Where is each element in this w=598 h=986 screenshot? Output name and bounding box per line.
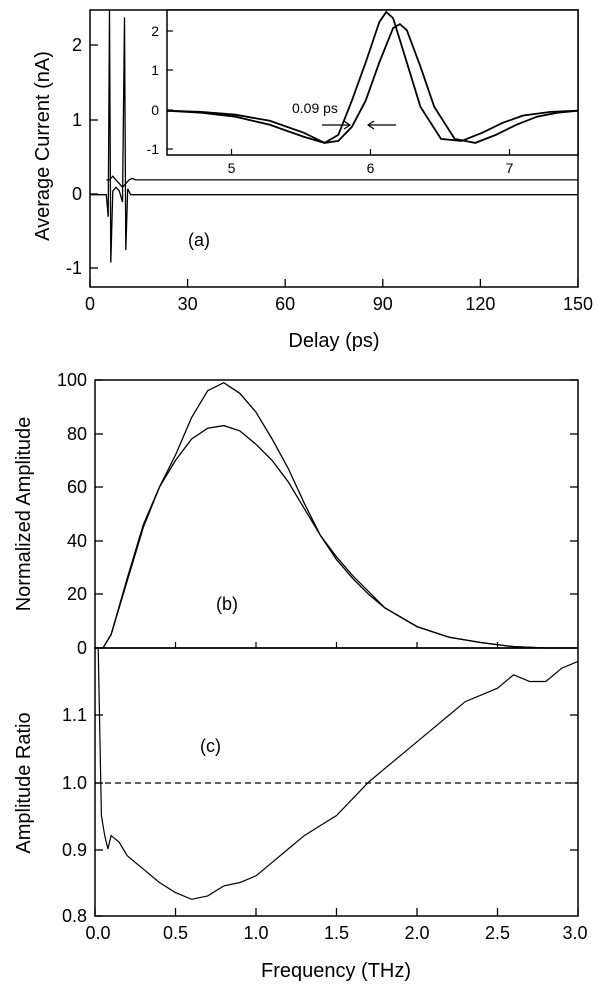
- panel-a-ytick-m1: -1: [66, 258, 82, 278]
- panel-c-x-axis-label: Frequency (THz): [261, 960, 411, 982]
- panel-c-xtick-6: 3.0: [562, 923, 587, 943]
- panel-c-xtick-4: 2.0: [404, 923, 429, 943]
- panel-b-y-ticks: [95, 379, 578, 649]
- panel-b-ytick-20: 20: [67, 584, 87, 604]
- panel-c-ytick-0.8: 0.8: [62, 906, 87, 926]
- panel-c-y-ticks: [95, 714, 578, 917]
- panel-a-xtick-3: 90: [373, 294, 393, 314]
- panel-a-xtick-4: 120: [465, 294, 495, 314]
- panel-b-series-0: [95, 381, 578, 649]
- inset-xtick-6: 6: [367, 160, 375, 176]
- panel-b-x-ticks: [174, 642, 499, 648]
- panel-b: 100 80 60 40 20 0 Normalized Amplitude (…: [13, 370, 579, 658]
- panel-b-ytick-80: 80: [67, 424, 87, 444]
- panel-b-frame: [94, 379, 579, 649]
- panel-b-series-1: [95, 424, 578, 649]
- panel-c-x-ticks: [94, 908, 579, 916]
- panel-c-xtick-3: 1.5: [324, 923, 349, 943]
- inset-ytick-m1: -1: [147, 141, 160, 157]
- panel-c-series-0: [97, 647, 579, 900]
- panel-b-ytick-0: 0: [77, 638, 87, 658]
- panel-b-ytick-40: 40: [67, 531, 87, 551]
- panel-a-x-tick-labels: 0 30 60 90 120 150: [85, 294, 593, 314]
- inset-x-ticks: [230, 149, 511, 155]
- panel-c: 0.0 0.5 1.0 1.5 2.0 2.5 3.0 1.1 1.0 0.9 …: [13, 647, 588, 982]
- panel-a-ytick-2: 2: [72, 35, 82, 55]
- panel-a-x-ticks: [89, 279, 579, 287]
- panel-a-y-tick-labels: 2 1 0 -1: [66, 35, 82, 278]
- inset-xtick-7: 7: [506, 160, 514, 176]
- panel-c-xtick-5: 2.5: [485, 923, 510, 943]
- panel-c-xtick-2: 1.0: [243, 923, 268, 943]
- panel-a-x-axis-label: Delay (ps): [288, 330, 379, 352]
- panel-c-xtick-1: 0.5: [163, 923, 188, 943]
- inset-ytick-1: 1: [151, 62, 159, 78]
- inset-width-arrows: [322, 120, 396, 130]
- panel-b-y-axis-label: Normalized Amplitude: [13, 417, 35, 612]
- panel-c-x-tick-labels: 0.0 0.5 1.0 1.5 2.0 2.5 3.0: [85, 923, 587, 943]
- panel-a-series-0: [90, 9, 578, 263]
- panel-b-ytick-100: 100: [57, 370, 87, 390]
- panel-a-y-ticks: [90, 44, 98, 269]
- panel-c-y-tick-labels: 1.1 1.0 0.9 0.8: [62, 705, 87, 926]
- panel-b-y-tick-labels: 100 80 60 40 20 0: [57, 370, 87, 658]
- inset-xtick-5: 5: [228, 160, 236, 176]
- inset-series-0: [166, 10, 579, 144]
- inset-ytick-0: 0: [151, 102, 159, 118]
- panel-a-xtick-5: 150: [563, 294, 593, 314]
- panel-a-ytick-0: 0: [72, 184, 82, 204]
- panel-c-ytick-1.0: 1.0: [62, 773, 87, 793]
- panel-c-y-axis-label: Amplitude Ratio: [13, 712, 35, 853]
- panel-c-annotation: (c): [200, 736, 221, 756]
- inset-width-annotation: 0.09 ps: [292, 100, 338, 116]
- panel-a-xtick-2: 60: [275, 294, 295, 314]
- panel-a: 0 30 60 90 120 150 2 1 0 -1 Delay (ps) A…: [32, 9, 593, 352]
- panel-b-annotation: (b): [216, 594, 238, 614]
- panel-a-series-1: [106, 175, 578, 189]
- panel-b-ytick-60: 60: [67, 477, 87, 497]
- panel-c-ytick-0.9: 0.9: [62, 840, 87, 860]
- panel-a-ytick-1: 1: [72, 110, 82, 130]
- panel-a-inset: 5 6 7 2 1 0 -1 0.09 ps: [147, 9, 579, 176]
- panel-a-annotation: (a): [188, 230, 210, 250]
- inset-series-1: [166, 22, 579, 144]
- panel-c-xtick-0: 0.0: [85, 923, 110, 943]
- panel-c-ytick-1.1: 1.1: [62, 705, 87, 725]
- panel-a-y-axis-label: Average Current (nA): [32, 51, 54, 241]
- panel-c-frame: [94, 647, 579, 917]
- panel-a-xtick-1: 30: [178, 294, 198, 314]
- inset-ytick-2: 2: [151, 23, 159, 39]
- panel-a-xtick-0: 0: [85, 294, 95, 314]
